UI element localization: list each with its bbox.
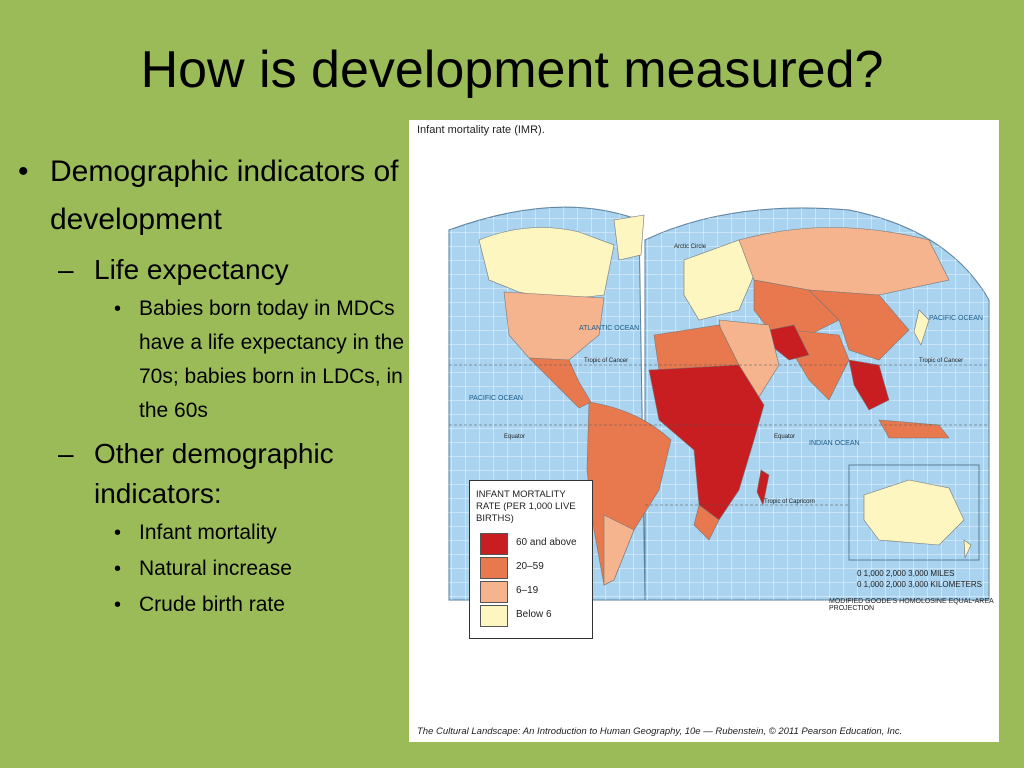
russia [738, 227, 950, 296]
bullet-babies-born: • Babies born today in MDCs have a life … [18, 292, 410, 428]
bullet-demographic-indicators: • Demographic indicators of development [18, 148, 410, 244]
tropic-capricorn-label: Tropic of Capricorn [764, 499, 815, 505]
legend-item: 60 and above [480, 533, 590, 555]
bullet-dot-icon: • [114, 522, 122, 544]
legend-swatch [480, 605, 508, 627]
map-credit: The Cultural Landscape: An Introduction … [417, 726, 903, 737]
map-legend: INFANT MORTALITY RATE (PER 1,000 LIVE BI… [469, 480, 593, 639]
map-caption: Infant mortality rate (IMR). [417, 124, 545, 136]
legend-item: Below 6 [480, 605, 590, 627]
equator-label: Equator [504, 434, 525, 440]
legend-item: 20–59 [480, 557, 590, 579]
arctic-circle-label: Arctic Circle [674, 244, 707, 250]
infant-mortality-map: Infant mortality rate (IMR). [409, 120, 999, 742]
central-america [528, 357, 592, 409]
legend-swatch [480, 533, 508, 555]
pacific-ocean-label: PACIFIC OCEAN [469, 395, 523, 402]
australia [863, 479, 965, 546]
indian-ocean-label: INDIAN OCEAN [809, 440, 860, 447]
slide-title: How is development measured? [140, 41, 884, 99]
bullet-dot-icon: • [114, 558, 122, 580]
tropic-cancer-east-label: Tropic of Cancer [919, 358, 963, 364]
bullet-crude-birth-rate: • Crude birth rate [18, 588, 410, 622]
indonesia [878, 419, 950, 439]
bullet-dot-icon: • [114, 594, 122, 616]
bullet-list: • Demographic indicators of development … [18, 148, 410, 622]
greenland [613, 214, 645, 261]
japan [913, 309, 930, 346]
china [808, 289, 910, 361]
atlantic-ocean-label: ATLANTIC OCEAN [579, 325, 639, 332]
pacific-ocean-east-label: PACIFIC OCEAN [929, 315, 983, 322]
legend-title: INFANT MORTALITY RATE (PER 1,000 LIVE BI… [476, 489, 576, 524]
bullet-life-expectancy: – Life expectancy [18, 250, 410, 290]
legend-item: 6–19 [480, 581, 590, 603]
bullet-dot-icon: • [114, 298, 122, 320]
bullet-dash-icon: – [58, 254, 74, 285]
bullet-other-indicators: – Other demographic indicators: [18, 434, 410, 514]
bullet-infant-mortality: • Infant mortality [18, 516, 410, 550]
bullet-dash-icon: – [58, 438, 74, 469]
southeast-asia [848, 359, 890, 411]
world-map-graphic: ATLANTIC OCEAN PACIFIC OCEAN PACIFIC OCE… [448, 206, 990, 601]
tropic-cancer-label: Tropic of Cancer [584, 358, 628, 364]
legend-swatch [480, 581, 508, 603]
legend-swatch [480, 557, 508, 579]
map-scale: 0 1,000 2,000 3,000 MILES 0 1,000 2,000 … [857, 569, 982, 589]
sub-saharan-africa [648, 364, 765, 521]
southern-africa [693, 504, 720, 541]
new-zealand [963, 539, 972, 559]
projection-note: MODIFIED GOODE'S HOMOLOSINE EQUAL-AREA P… [829, 598, 994, 612]
bullet-natural-increase: • Natural increase [18, 552, 410, 586]
south-america-south [603, 514, 635, 586]
bullet-dot-icon: • [18, 155, 29, 188]
equator-east-label: Equator [774, 434, 795, 440]
